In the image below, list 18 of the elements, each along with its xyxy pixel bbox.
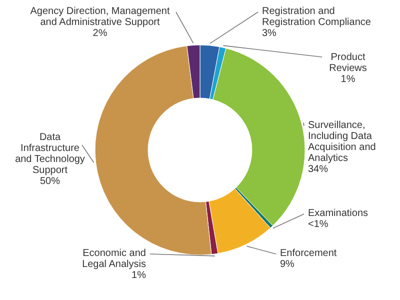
slice-label: Economic and Legal Analysis	[82, 248, 146, 270]
slice-label: Data Infrastructure and Technology Support	[15, 132, 85, 176]
slice-label: Examinations	[308, 208, 368, 219]
donut-slice	[208, 188, 271, 254]
donut-slice	[212, 48, 306, 226]
slice-label: Enforcement	[280, 248, 337, 259]
data-label: 34%	[308, 164, 328, 175]
data-label: <1%	[308, 219, 328, 230]
data-label: 9%	[280, 259, 295, 270]
slice-label: Agency Direction, Management and Administrative Support	[30, 6, 170, 28]
data-label: 3%	[262, 28, 277, 39]
slice-label: Product Reviews	[329, 52, 367, 74]
data-label: 50%	[40, 176, 60, 187]
data-label: 1%	[132, 270, 146, 281]
slice-label: Surveillance, Including Data Acquisition and Analytics	[308, 120, 376, 164]
slice-label: Registration and Registration Compliance	[262, 6, 372, 28]
data-label: 1%	[340, 74, 356, 85]
data-label: 2%	[92, 28, 108, 39]
